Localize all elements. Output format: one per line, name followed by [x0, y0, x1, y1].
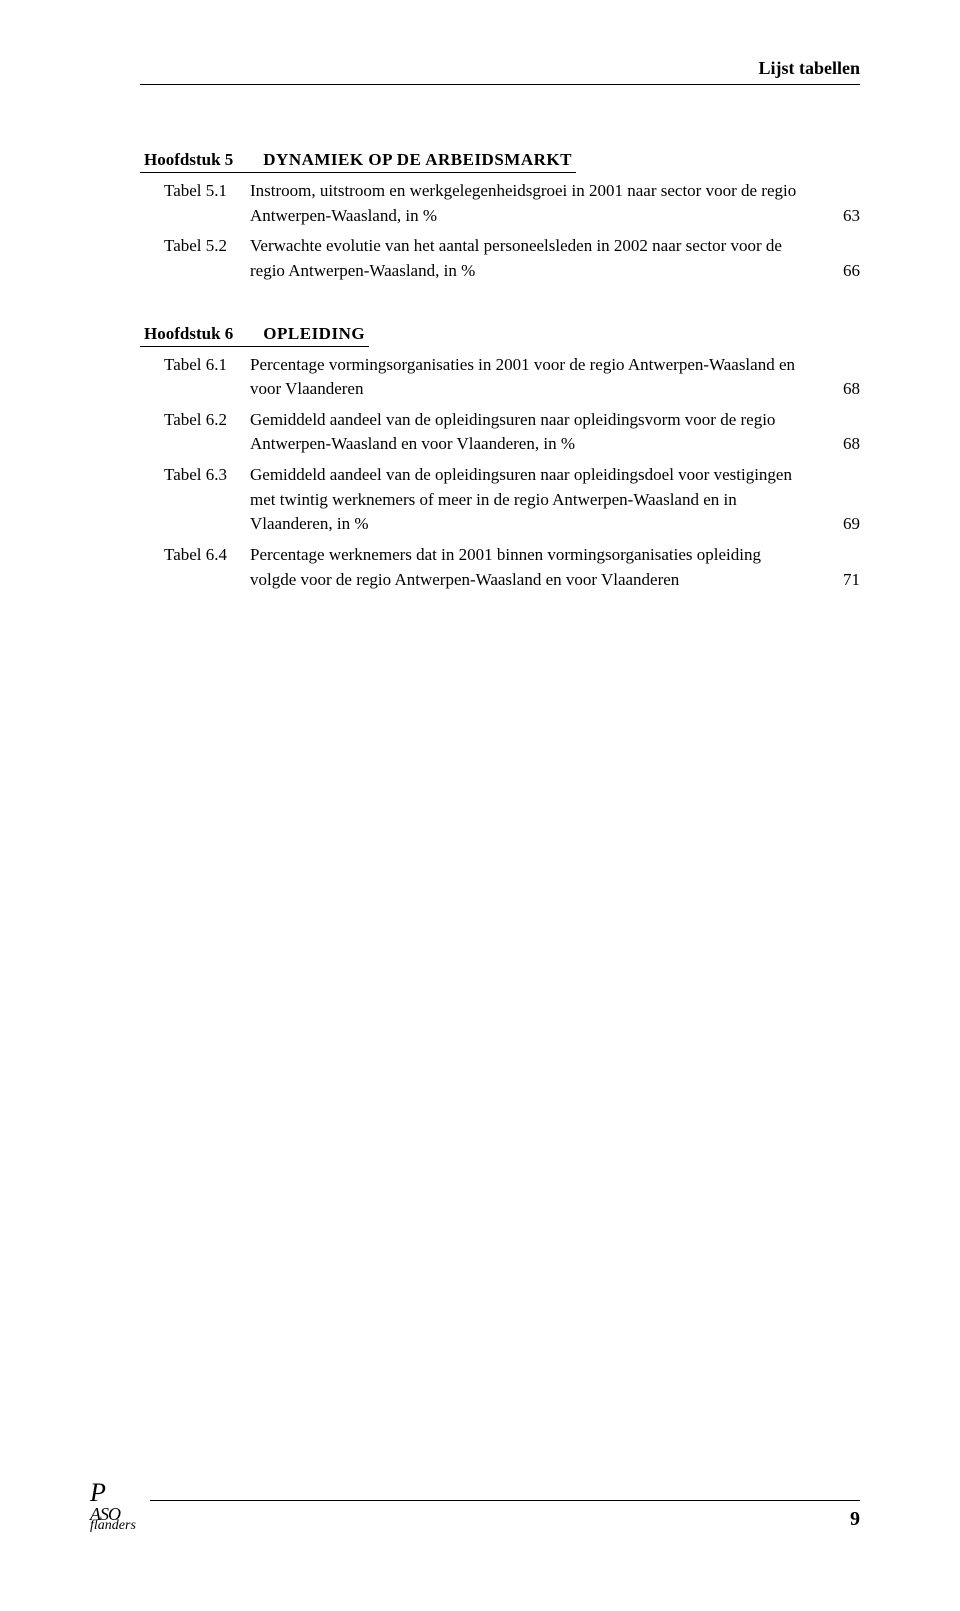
entry-desc: Instroom, uitstroom en werkgelegenheidsg…: [250, 179, 820, 228]
table-row: Tabel 5.1 Instroom, uitstroom en werkgel…: [140, 179, 860, 228]
entry-tabel: Tabel 6.4: [140, 543, 250, 568]
table-row: Tabel 6.4 Percentage werknemers dat in 2…: [140, 543, 860, 592]
entry-page: 63: [820, 204, 860, 229]
chapter-label: Hoofdstuk 6: [140, 324, 259, 347]
entry-desc: Percentage werknemers dat in 2001 binnen…: [250, 543, 820, 592]
header-rule: [140, 84, 860, 85]
table-row: Tabel 6.3 Gemiddeld aandeel van de oplei…: [140, 463, 860, 537]
entry-page: 71: [820, 568, 860, 593]
footer-logo: P ASO flanders: [90, 1483, 136, 1531]
table-row: Tabel 6.1 Percentage vormingsorganisatie…: [140, 353, 860, 402]
entry-page: 69: [820, 512, 860, 537]
entry-tabel: Tabel 6.2: [140, 408, 250, 433]
entry-tabel: Tabel 5.1: [140, 179, 250, 204]
chapter-title: OPLEIDING: [259, 324, 369, 347]
chapter-row: Hoofdstuk 5 DYNAMIEK OP DE ARBEIDSMARKT: [140, 150, 860, 173]
entry-tabel: Tabel 6.3: [140, 463, 250, 488]
entry-desc: Verwachte evolutie van het aantal person…: [250, 234, 820, 283]
chapter-row: Hoofdstuk 6 OPLEIDING: [140, 324, 860, 347]
header-label: Lijst tabellen: [759, 58, 861, 79]
chapter-label: Hoofdstuk 5: [140, 150, 259, 173]
entry-desc: Percentage vormingsorganisaties in 2001 …: [250, 353, 820, 402]
entry-tabel: Tabel 6.1: [140, 353, 250, 378]
entry-tabel: Tabel 5.2: [140, 234, 250, 259]
footer-page-number: 9: [850, 1508, 860, 1531]
chapter-block: Hoofdstuk 6 OPLEIDING Tabel 6.1 Percenta…: [140, 324, 860, 593]
table-row: Tabel 6.2 Gemiddeld aandeel van de oplei…: [140, 408, 860, 457]
footer-rule: [150, 1500, 860, 1501]
entry-page: 68: [820, 432, 860, 457]
entry-page: 68: [820, 377, 860, 402]
entry-desc: Gemiddeld aandeel van de opleidingsuren …: [250, 463, 820, 537]
entry-desc: Gemiddeld aandeel van de opleidingsuren …: [250, 408, 820, 457]
chapter-block: Hoofdstuk 5 DYNAMIEK OP DE ARBEIDSMARKT …: [140, 150, 860, 284]
content: Hoofdstuk 5 DYNAMIEK OP DE ARBEIDSMARKT …: [140, 150, 860, 592]
table-row: Tabel 5.2 Verwachte evolutie van het aan…: [140, 234, 860, 283]
chapter-title: DYNAMIEK OP DE ARBEIDSMARKT: [259, 150, 576, 173]
entry-page: 66: [820, 259, 860, 284]
